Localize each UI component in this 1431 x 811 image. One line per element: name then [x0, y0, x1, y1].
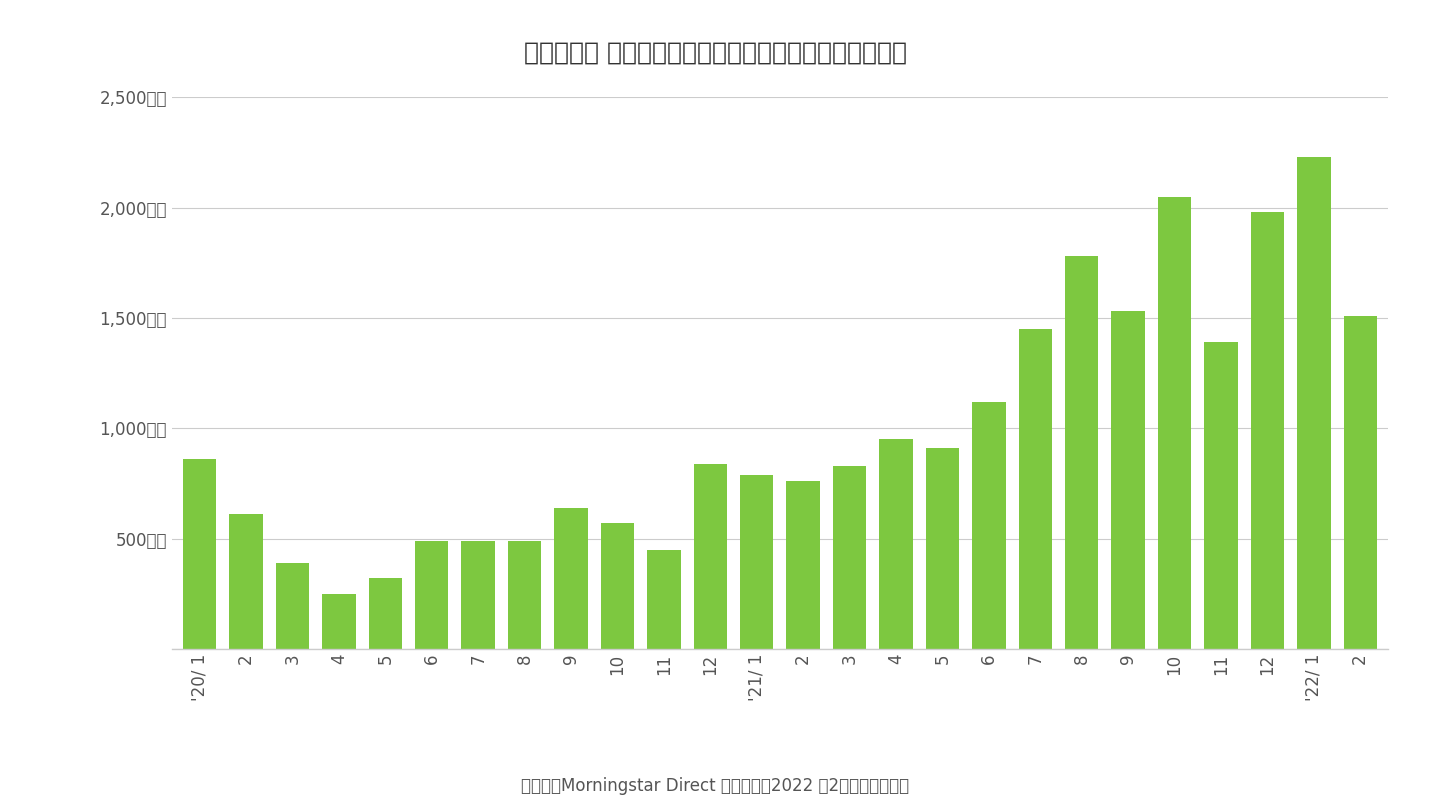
Bar [926, 448, 959, 649]
Bar [647, 550, 681, 649]
Bar [1158, 196, 1191, 649]
Bar [322, 594, 355, 649]
Bar [879, 440, 913, 649]
Bar [972, 401, 1006, 649]
Bar [601, 523, 634, 649]
Bar [1251, 212, 1284, 649]
Text: 【図表５】 毎月分配型の外国株式ファンドの資金流出入: 【図表５】 毎月分配型の外国株式ファンドの資金流出入 [524, 41, 907, 65]
Bar [461, 541, 495, 649]
Bar [415, 541, 448, 649]
Bar [276, 563, 309, 649]
Bar [1065, 256, 1099, 649]
Bar [369, 578, 402, 649]
Bar [694, 464, 727, 649]
Bar [554, 508, 588, 649]
Bar [183, 459, 216, 649]
Bar [740, 474, 773, 649]
Bar [1019, 329, 1052, 649]
Bar [1344, 315, 1377, 649]
Bar [1296, 157, 1331, 649]
Bar [1112, 311, 1145, 649]
Text: （資料）Morningstar Direct より作成。2022 年2月のみ推計値。: （資料）Morningstar Direct より作成。2022 年2月のみ推計… [521, 777, 910, 795]
Bar [833, 466, 866, 649]
Bar [1205, 342, 1238, 649]
Bar [229, 514, 263, 649]
Bar [787, 481, 820, 649]
Bar [508, 541, 541, 649]
